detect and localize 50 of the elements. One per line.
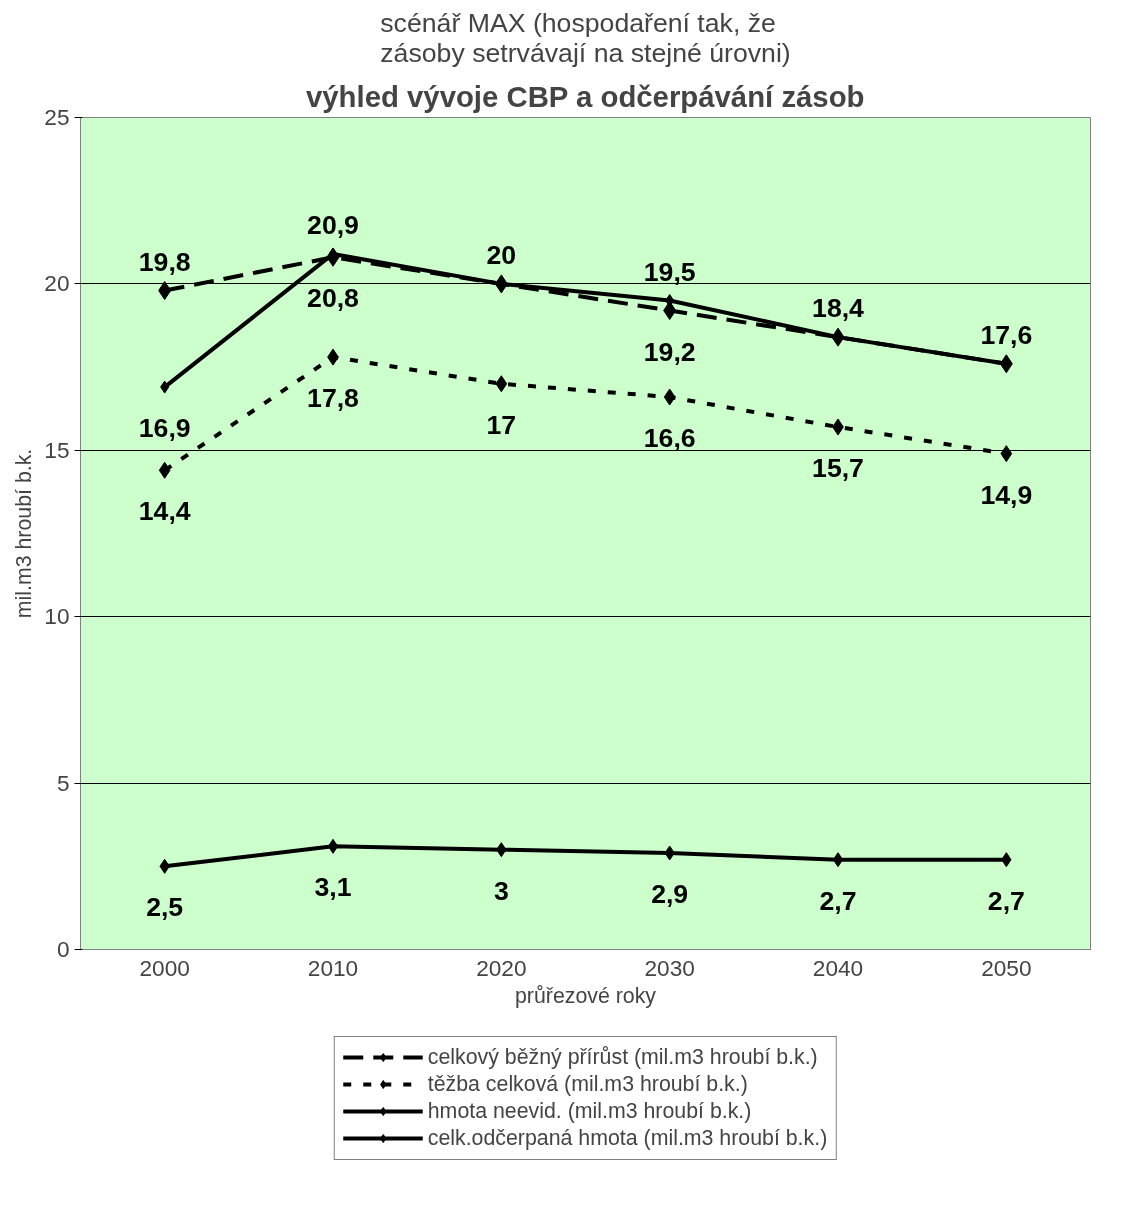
data-label: 14,9 — [980, 479, 1033, 510]
data-label: 20,8 — [307, 283, 359, 314]
x-tick-label: 2000 — [139, 954, 190, 981]
x-tick-label: 2030 — [644, 954, 695, 981]
point — [158, 461, 171, 479]
point — [832, 852, 844, 868]
chart-title: scénář MAX (hospodaření tak, že zásoby setrvávají na stejné úrovni) — [380, 7, 791, 68]
data-label: 3,1 — [314, 872, 352, 903]
data-label: 19,2 — [643, 336, 696, 367]
y-tick-label: 25 — [44, 104, 70, 130]
point — [663, 388, 676, 406]
data-label: 17,8 — [307, 383, 359, 414]
point — [495, 375, 508, 393]
y-tick-label: 20 — [44, 270, 70, 297]
data-label: 14,4 — [138, 496, 191, 527]
data-label: 2,7 — [987, 885, 1025, 916]
data-label: 3 — [493, 875, 509, 906]
data-label: 2,9 — [651, 878, 689, 909]
x-axis-title: průřezové roky — [514, 983, 657, 1008]
data-label: 20,9 — [307, 209, 359, 240]
point — [158, 281, 172, 301]
legend-label: těžba celková (mil.m3 hroubí b.k.) — [427, 1071, 748, 1097]
x-tick-label: 2010 — [307, 954, 359, 981]
data-label: 2,7 — [819, 885, 857, 916]
legend-label: hmota neevid. (mil.m3 hroubí b.k.) — [427, 1098, 752, 1124]
chart-subtitle: výhled vývoje CBP a odčerpávání zásob — [305, 79, 865, 113]
y-tick-label: 15 — [44, 436, 70, 463]
point — [663, 301, 677, 321]
y-tick-label: 0 — [56, 936, 70, 962]
data-label: 16,9 — [138, 413, 191, 444]
data-label: 16,6 — [643, 423, 696, 454]
point — [160, 380, 170, 394]
y-axis-title: mil.m3 hroubí b.k. — [12, 448, 37, 619]
data-label: 17 — [486, 409, 517, 440]
data-label: 17,6 — [980, 319, 1033, 350]
data-label: 19,8 — [138, 246, 191, 277]
data-label: 18,4 — [812, 293, 865, 324]
legend-label: celk.odčerpaná hmota (mil.m3 hroubí b.k.) — [427, 1125, 828, 1151]
data-label: 19,5 — [643, 256, 696, 287]
point — [1000, 445, 1013, 463]
point — [327, 838, 339, 854]
y-tick-label: 5 — [56, 769, 70, 796]
data-label: 2,5 — [146, 892, 184, 923]
data-label: 20 — [486, 239, 517, 270]
legend-label: celkový běžný přírůst (mil.m3 hroubí b.k.) — [427, 1044, 818, 1070]
data-label: 15,7 — [812, 453, 864, 483]
x-tick-label: 2050 — [981, 954, 1032, 981]
y-tick-label: 10 — [44, 603, 70, 630]
x-tick-label: 2020 — [476, 954, 527, 981]
x-tick-label: 2040 — [812, 954, 864, 981]
